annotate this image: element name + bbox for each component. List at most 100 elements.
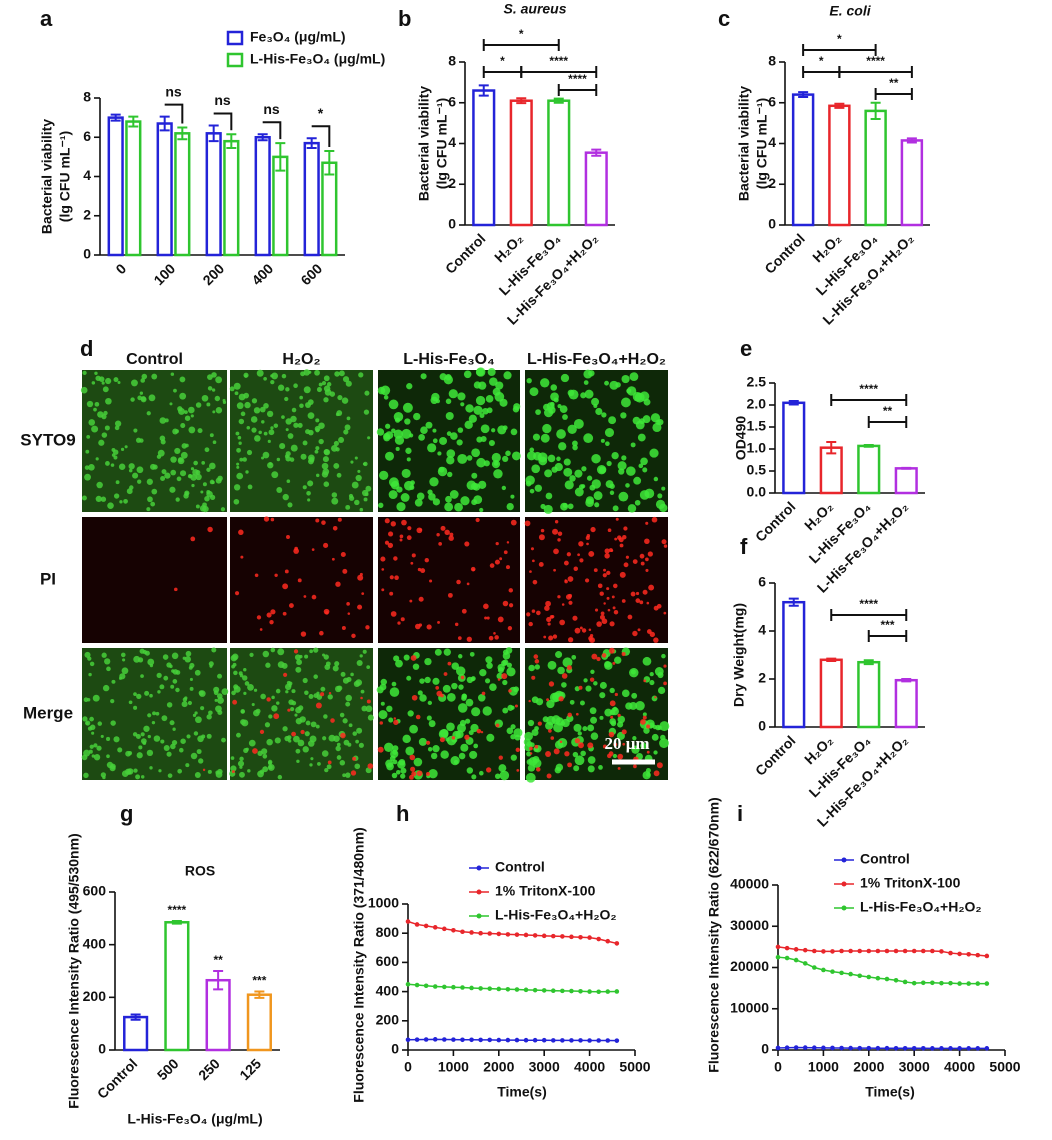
y-tick-label: 0.0: [747, 484, 767, 500]
cell-dot: [544, 605, 550, 611]
cell-dot: [432, 498, 440, 506]
cell-dot: [602, 573, 607, 578]
cell-dot: [645, 568, 649, 572]
error-bar: [906, 137, 917, 144]
cell-dot: [243, 667, 247, 672]
bar: [303, 141, 320, 257]
bar: [472, 89, 496, 227]
cell-dot: [645, 767, 651, 773]
cell-dot: [554, 520, 559, 524]
cell-dot: [397, 621, 401, 625]
cell-dot: [617, 721, 624, 728]
cell-dot: [268, 714, 273, 719]
cell-dot: [82, 370, 87, 375]
point: [596, 989, 601, 995]
cell-dot: [114, 420, 122, 427]
cell-dot: [610, 715, 614, 719]
point: [596, 936, 601, 942]
x-tick-label: 0: [774, 1059, 782, 1075]
x-tick-label: 5000: [989, 1059, 1020, 1075]
point: [784, 955, 790, 961]
cell-dot: [217, 709, 223, 716]
cell-dot: [299, 403, 304, 409]
cell-dot: [491, 428, 496, 433]
cell-dot: [111, 679, 116, 684]
cell-dot: [484, 678, 491, 684]
cell-dot: [525, 475, 535, 485]
y-tick-label: 200: [83, 988, 107, 1004]
cell-dot: [287, 433, 294, 439]
cell-dot: [346, 602, 350, 606]
cell-dot: [445, 495, 452, 503]
cell-dot: [548, 729, 552, 733]
cell-dot: [338, 370, 345, 377]
cell-dot: [589, 707, 597, 715]
cell-dot: [642, 467, 648, 473]
cell-dot: [148, 394, 156, 402]
cell-dot: [264, 722, 271, 728]
cell-dot: [630, 591, 636, 597]
cell-dot: [361, 592, 365, 595]
error-bar: [171, 919, 182, 925]
point: [405, 919, 411, 924]
cell-dot: [419, 694, 427, 702]
cell-dot: [189, 662, 195, 668]
cell-dot: [454, 622, 459, 627]
cell-dot: [263, 516, 270, 522]
cell-dot: [633, 476, 642, 485]
cell-dot: [428, 720, 436, 728]
cell-dot: [206, 467, 211, 472]
cell-dot: [424, 676, 431, 684]
bar: [125, 120, 142, 257]
cell-dot: [471, 448, 481, 458]
cell-dot: [268, 764, 273, 770]
significance: ****: [549, 54, 568, 68]
cell-dot: [84, 473, 91, 481]
point: [866, 1045, 872, 1051]
cell-dot: [546, 698, 550, 702]
cell-dot: [428, 769, 438, 779]
cell-dot: [637, 433, 646, 442]
cell-dot: [477, 694, 486, 702]
cell-dot: [150, 501, 156, 507]
cell-dot: [627, 614, 633, 620]
x-tick-label: 200: [199, 260, 227, 288]
cell-dot: [553, 568, 556, 572]
cell-dot: [233, 685, 241, 693]
cell-dot: [506, 502, 514, 511]
cell-dot: [450, 432, 458, 440]
cell-dot: [466, 676, 474, 684]
cell-dot: [405, 746, 415, 756]
point: [839, 948, 844, 954]
cell-dot: [498, 764, 507, 773]
x-tick-label: H₂O₂: [491, 230, 526, 265]
cell-dot: [260, 693, 266, 700]
point: [587, 989, 592, 994]
cell-dot: [333, 735, 340, 742]
cell-dot: [164, 472, 171, 479]
cell-dot: [85, 449, 90, 454]
cell-dot: [485, 395, 494, 403]
cell-dot: [288, 699, 294, 705]
cell-dot: [644, 488, 655, 499]
x-tick-label: 0: [112, 260, 129, 277]
cell-dot: [206, 402, 211, 407]
point: [423, 923, 429, 929]
cell-dot: [266, 612, 272, 618]
cell-dot: [106, 754, 110, 759]
cell-dot: [361, 705, 368, 712]
cell-dot: [247, 769, 251, 773]
point: [460, 929, 465, 935]
cell-dot: [497, 678, 501, 681]
cell-dot: [138, 745, 143, 750]
cell-dot: [331, 492, 338, 498]
cell-dot: [480, 424, 490, 434]
cell-dot: [152, 711, 157, 716]
cell-dot: [350, 672, 354, 677]
cell-dot: [607, 753, 612, 759]
cell-dot: [625, 702, 633, 710]
cell-dot: [222, 398, 226, 402]
cell-dot: [146, 749, 154, 757]
cell-dot: [144, 650, 150, 656]
cell-dot: [309, 457, 314, 462]
